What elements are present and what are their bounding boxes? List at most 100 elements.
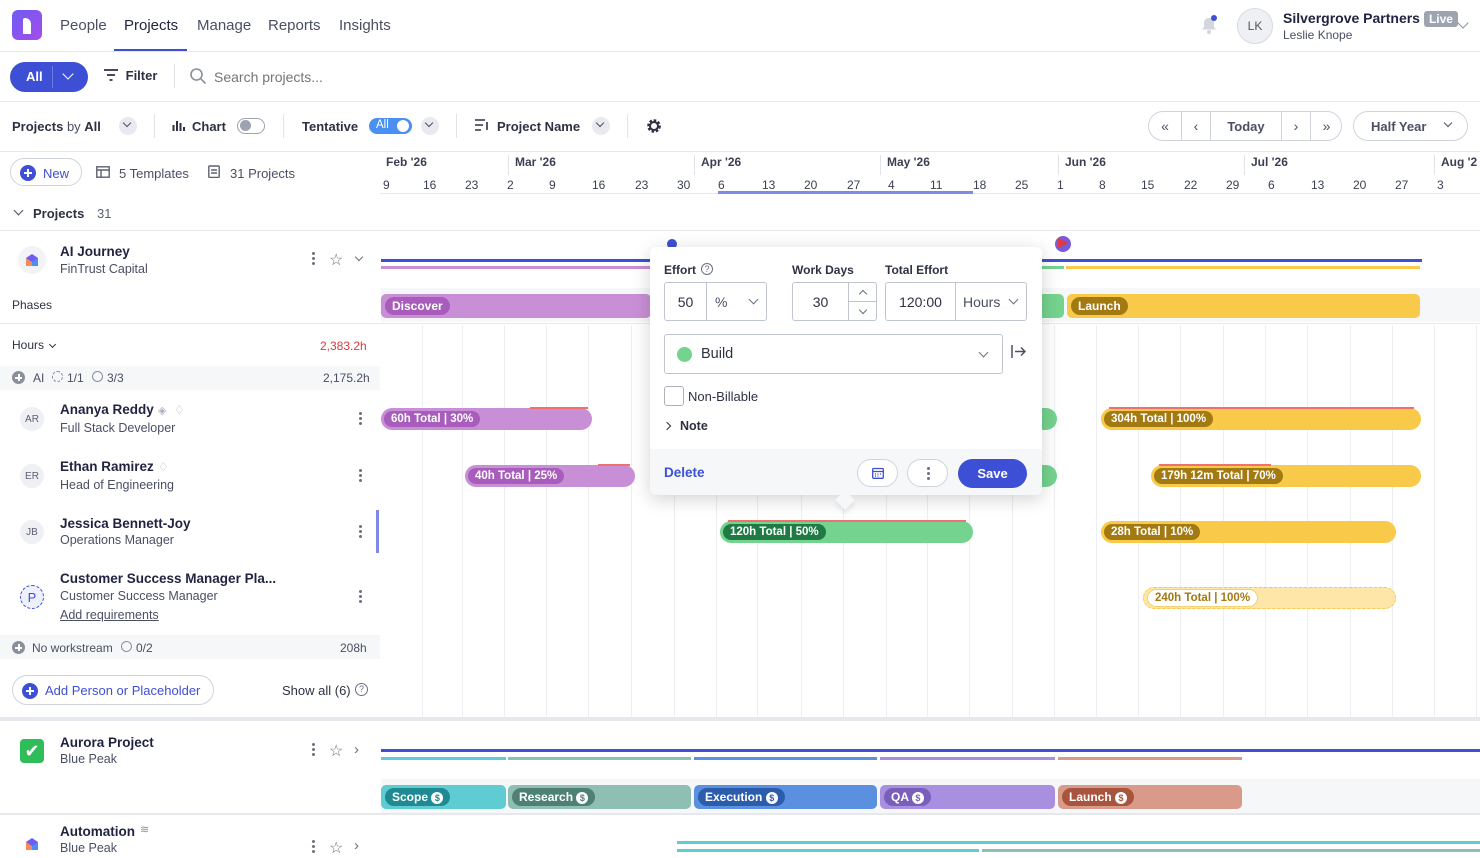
- search-input[interactable]: [214, 66, 514, 88]
- all-filter-button[interactable]: All: [10, 62, 88, 92]
- add-workstream-icon[interactable]: [12, 371, 25, 384]
- templates-link[interactable]: 5 Templates: [119, 166, 189, 181]
- expand-project-icon[interactable]: ›: [354, 741, 359, 758]
- project-name[interactable]: AI Journey: [60, 244, 130, 259]
- project-name[interactable]: Aurora Project: [60, 735, 154, 750]
- help-icon[interactable]: ?: [355, 683, 368, 696]
- nav-reports[interactable]: Reports: [268, 17, 321, 34]
- person-menu-icon[interactable]: [358, 412, 362, 426]
- range-selector[interactable]: Half Year: [1353, 111, 1468, 141]
- nav-people[interactable]: People: [60, 17, 107, 34]
- previous-icon[interactable]: ‹: [1193, 118, 1199, 134]
- billable-dollar-icon: $: [431, 792, 444, 804]
- placeholder-name[interactable]: Customer Success Manager Pla...: [60, 571, 277, 586]
- add-requirements-link[interactable]: Add requirements: [60, 608, 159, 622]
- allocation-bar[interactable]: 179h 12m Total | 70%: [1151, 465, 1421, 487]
- project-menu-icon[interactable]: [311, 252, 315, 266]
- roles-icon: [92, 371, 103, 382]
- phase-bar-launch[interactable]: Launch: [1067, 294, 1420, 318]
- effort-input[interactable]: 50: [664, 282, 707, 321]
- project-menu-icon[interactable]: [311, 743, 315, 757]
- grid-line: [504, 325, 505, 717]
- favorite-star-icon[interactable]: ☆: [329, 252, 344, 269]
- nav-projects[interactable]: Projects: [124, 17, 179, 34]
- workdays-input[interactable]: 30: [792, 282, 849, 321]
- move-to-phase-icon[interactable]: [1011, 345, 1026, 358]
- all-dropdown-icon[interactable]: [62, 68, 74, 80]
- day-label: 23: [465, 178, 479, 192]
- sort-dropdown[interactable]: [592, 117, 610, 135]
- person-name[interactable]: Jessica Bennett-Joy: [60, 516, 191, 531]
- person-menu-icon[interactable]: [358, 469, 362, 483]
- allocation-bar-selected[interactable]: 120h Total | 50%: [720, 521, 973, 543]
- project-name[interactable]: Automation: [60, 824, 135, 839]
- person-name[interactable]: Ethan Ramirez: [60, 459, 154, 474]
- phase-bar-build[interactable]: [1042, 294, 1064, 318]
- jump-back-icon[interactable]: «: [1161, 118, 1169, 134]
- tentative-dropdown[interactable]: [421, 117, 439, 135]
- jump-forward-icon[interactable]: »: [1322, 118, 1331, 134]
- milestone-flag-icon[interactable]: [1055, 236, 1071, 252]
- phase-bar-execution[interactable]: Execution $: [694, 785, 877, 809]
- user-avatar[interactable]: LK: [1237, 8, 1273, 44]
- person-menu-icon[interactable]: [358, 525, 362, 539]
- tentative-toggle[interactable]: All: [369, 118, 412, 134]
- phase-bar-research[interactable]: Research $: [508, 785, 691, 809]
- calendar-button[interactable]: [857, 459, 898, 487]
- sort-label[interactable]: Project Name: [497, 119, 581, 134]
- favorite-star-icon[interactable]: ☆: [329, 743, 344, 760]
- new-project-button[interactable]: New: [10, 158, 82, 186]
- group-by-control[interactable]: Projects by All: [12, 119, 101, 134]
- workdays-increment[interactable]: [848, 282, 877, 302]
- chart-toggle[interactable]: [237, 118, 265, 134]
- note-toggle[interactable]: Note: [680, 419, 708, 433]
- allocation-bar[interactable]: 60h Total | 30%: [381, 408, 592, 430]
- allocation-bar[interactable]: 304h Total | 100%: [1101, 408, 1421, 430]
- allocation-bar[interactable]: 40h Total | 25%: [465, 465, 635, 487]
- person-name[interactable]: Ananya Reddy: [60, 402, 154, 417]
- phase-bar-qa[interactable]: QA $: [880, 785, 1055, 809]
- expand-project-icon[interactable]: [354, 252, 364, 262]
- effort-unit-select[interactable]: %: [706, 282, 767, 321]
- phase-bar-launch[interactable]: Launch $: [1058, 785, 1242, 809]
- next-icon[interactable]: ›: [1293, 118, 1299, 134]
- phase-bar-discover[interactable]: Discover: [381, 294, 651, 318]
- save-button[interactable]: Save: [958, 459, 1027, 488]
- phase-select[interactable]: Build: [664, 334, 1003, 374]
- grid-line: [1392, 325, 1393, 717]
- nav-insights[interactable]: Insights: [339, 17, 391, 34]
- allocation-bar[interactable]: [1042, 465, 1057, 487]
- delete-button[interactable]: Delete: [664, 465, 705, 480]
- total-unit-select[interactable]: Hours: [955, 282, 1027, 321]
- today-button[interactable]: Today: [1227, 118, 1265, 134]
- allocation-bar[interactable]: 28h Total | 10%: [1101, 521, 1396, 543]
- project-menu-icon[interactable]: [311, 840, 315, 854]
- org-name[interactable]: Silvergrove Partners Live: [1283, 10, 1458, 27]
- expand-project-icon[interactable]: ›: [354, 837, 359, 854]
- top-navigation: People Projects Manage Reports Insights …: [0, 0, 1480, 52]
- app-logo[interactable]: [12, 10, 42, 40]
- filter-button[interactable]: Filter: [104, 68, 157, 84]
- workdays-decrement[interactable]: [848, 301, 877, 321]
- person-menu-icon[interactable]: [358, 590, 362, 604]
- add-person-button[interactable]: Add Person or Placeholder: [12, 675, 214, 705]
- total-effort-input[interactable]: 120:00: [885, 282, 956, 321]
- settings-gear-icon[interactable]: [645, 117, 663, 135]
- favorite-star-icon[interactable]: ☆: [329, 840, 344, 857]
- nav-manage[interactable]: Manage: [197, 17, 252, 34]
- phase-timeline-bar: [1066, 266, 1420, 269]
- notification-bell-icon[interactable]: [1198, 14, 1220, 36]
- hours-dropdown[interactable]: Hours: [12, 338, 57, 352]
- collapse-group-icon[interactable]: [13, 205, 24, 216]
- non-billable-checkbox[interactable]: [664, 386, 684, 406]
- effort-help-icon[interactable]: ?: [701, 263, 713, 275]
- allocation-bar[interactable]: [1042, 408, 1057, 430]
- group-by-dropdown[interactable]: [119, 117, 137, 135]
- more-options-button[interactable]: [907, 459, 948, 487]
- placeholder-allocation-bar[interactable]: 240h Total | 100%: [1143, 587, 1396, 609]
- note-expand-icon[interactable]: [662, 421, 672, 431]
- phase-bar-scope[interactable]: Scope $: [381, 785, 506, 809]
- add-workstream-icon[interactable]: [12, 641, 25, 654]
- account-chevron-icon[interactable]: [1457, 17, 1469, 29]
- show-all-link[interactable]: Show all (6): [282, 683, 351, 698]
